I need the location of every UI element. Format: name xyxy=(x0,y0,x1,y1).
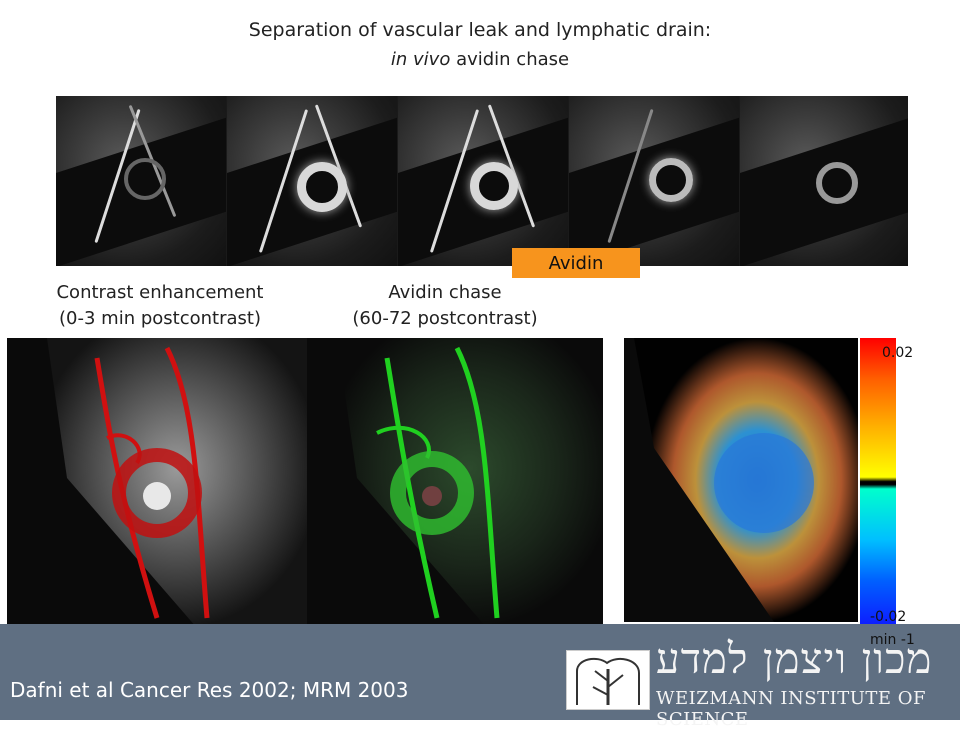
mri-time-series-strip xyxy=(56,96,908,266)
color-scale-bar xyxy=(860,338,896,634)
rate-map-image xyxy=(624,338,858,622)
title-italic: in vivo xyxy=(390,49,451,70)
slide-title-line2: in vivo avidin chase xyxy=(0,49,960,70)
contrast-label: Contrast enhancement (0-3 min postcontra… xyxy=(20,280,300,332)
contrast-label-sub: (0-3 min postcontrast) xyxy=(59,308,261,329)
avidin-label: Avidin chase (60-72 postcontrast) xyxy=(305,280,585,332)
hebrew-institute-name: מכון ויצמן למדע xyxy=(656,634,933,683)
mri-frame-5 xyxy=(740,96,908,266)
rate-map-svg xyxy=(634,338,858,622)
contrast-label-title: Contrast enhancement xyxy=(56,282,264,303)
mri-frame-1 xyxy=(56,96,226,266)
citation-text: Dafni et al Cancer Res 2002; MRM 2003 xyxy=(10,678,409,702)
avidin-badge: Avidin xyxy=(512,248,640,278)
avidin-chase-image xyxy=(307,338,603,628)
slide-title-line1: Separation of vascular leak and lymphati… xyxy=(248,19,712,41)
contrast-enhancement-image xyxy=(7,338,307,628)
mri-frame-2 xyxy=(227,96,397,266)
mri-frame-4 xyxy=(569,96,739,266)
contrast-overlay-svg xyxy=(47,338,307,628)
avidin-label-sub: (60-72 postcontrast) xyxy=(352,308,538,329)
footer-bar xyxy=(0,624,960,720)
weizmann-logo xyxy=(566,650,650,710)
avidin-overlay-svg xyxy=(337,338,603,628)
colorbar-unit-label: min -1 xyxy=(870,632,915,648)
colorbar-max-label: 0.02 xyxy=(882,345,914,361)
title-rest: avidin chase xyxy=(450,49,570,70)
avidin-label-title: Avidin chase xyxy=(388,282,502,303)
institute-name: WEIZMANN INSTITUTE OF SCIENCE xyxy=(656,688,927,730)
mri-frame-3 xyxy=(398,96,568,266)
tree-logo-icon xyxy=(567,651,649,709)
colorbar-min-label: -0.02 xyxy=(870,609,907,625)
